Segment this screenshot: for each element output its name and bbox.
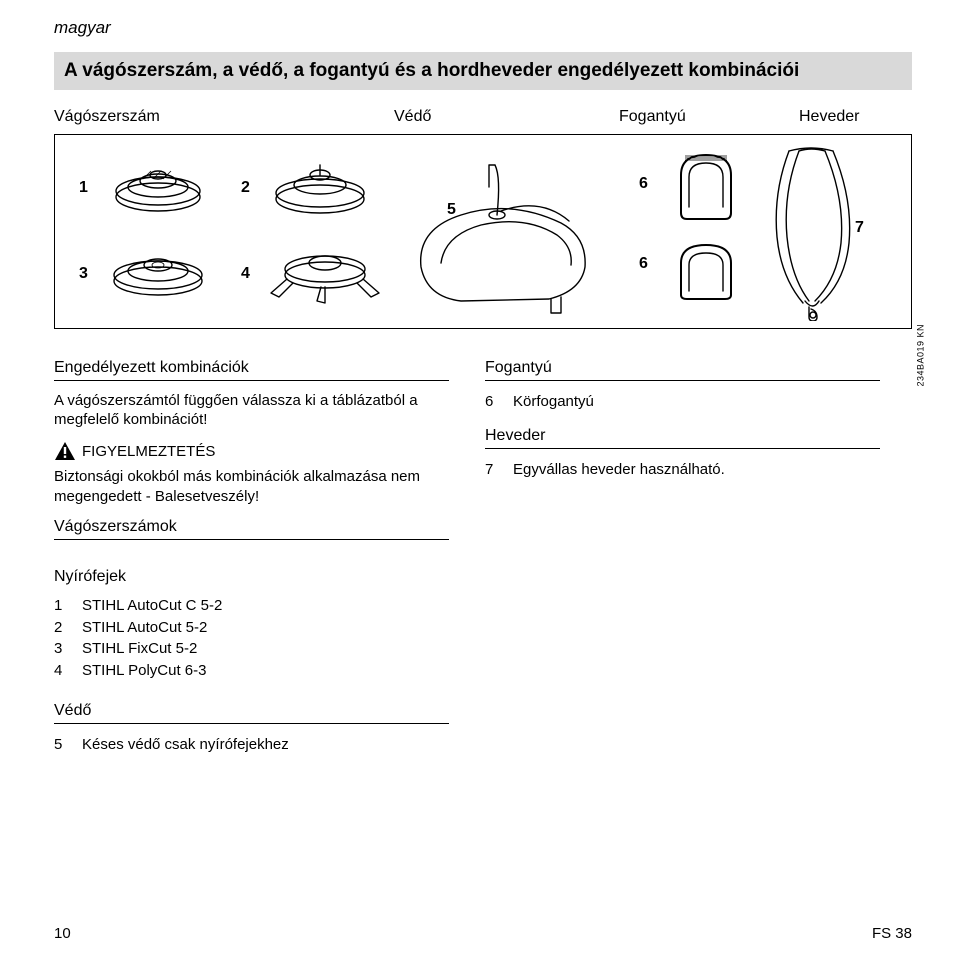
list-item: 1 STIHL AutoCut C 5-2 (54, 595, 449, 617)
combinations-diagram: 1 2 3 4 5 6 6 7 234BA019 KN (54, 134, 912, 329)
illus-shoulder-strap (755, 143, 875, 321)
list-item: 3 STIHL FixCut 5-2 (54, 638, 449, 660)
diagram-code: 234BA019 KN (916, 324, 926, 387)
list-item: 7 Egyvállas heveder használható. (485, 459, 880, 481)
illus-guard (401, 159, 601, 319)
page-footer: 10 FS 38 (54, 925, 912, 942)
language-label: magyar (54, 18, 912, 38)
diagram-label-4: 4 (241, 265, 250, 283)
item-text: STIHL AutoCut C 5-2 (82, 595, 222, 617)
list-item: 2 STIHL AutoCut 5-2 (54, 617, 449, 639)
section-title: A vágószerszám, a védő, a fogantyú és a … (54, 52, 912, 90)
illus-head-1 (103, 157, 213, 217)
item-num: 3 (54, 638, 68, 660)
list-item: 6 Körfogantyú (485, 391, 880, 413)
item-text: STIHL FixCut 5-2 (82, 638, 197, 660)
item-text: STIHL AutoCut 5-2 (82, 617, 207, 639)
heading-approved-combos: Engedélyezett kombinációk (54, 359, 449, 381)
warning-label: FIGYELMEZTETÉS (82, 443, 215, 460)
heading-strap: Heveder (485, 427, 880, 449)
warning-icon (54, 441, 76, 461)
illus-head-4 (265, 239, 385, 309)
item-text: Egyvállas heveder használható. (513, 459, 725, 481)
column-headers: Vágószerszám Védő Fogantyú Heveder (54, 108, 912, 126)
heading-mowing-heads: Nyírófejek (54, 568, 449, 589)
item-text: Körfogantyú (513, 391, 594, 413)
diagram-label-1: 1 (79, 179, 88, 197)
column-right: Fogantyú 6 Körfogantyú Heveder 7 Egyvállas… (485, 359, 880, 756)
diagram-label-6b: 6 (639, 255, 648, 273)
item-num: 5 (54, 734, 68, 756)
model-label: FS 38 (872, 925, 912, 942)
item-num: 6 (485, 391, 499, 413)
page-number: 10 (54, 925, 71, 942)
page: magyar A vágószerszám, a védő, a foganty… (0, 0, 960, 960)
col-header-guard: Védő (394, 108, 619, 126)
item-text: STIHL PolyCut 6-3 (82, 660, 207, 682)
body-columns: Engedélyezett kombinációk A vágószerszám… (54, 359, 912, 756)
heading-handle: Fogantyú (485, 359, 880, 381)
warning-text-b: Balesetveszély! (155, 488, 259, 505)
para-warning-text: Biztonsági okokból más kombinációk alkal… (54, 467, 449, 505)
illus-head-3 (103, 243, 213, 303)
heading-guard: Védő (54, 702, 449, 724)
heading-tools: Vágószerszámok (54, 518, 449, 540)
item-num: 1 (54, 595, 68, 617)
diagram-label-3: 3 (79, 265, 88, 283)
diagram-label-6a: 6 (639, 175, 648, 193)
col-header-strap: Heveder (799, 108, 859, 126)
item-text: Késes védő csak nyírófejekhez (82, 734, 289, 756)
illus-loop-handle-top (661, 145, 751, 223)
list-item: 4 STIHL PolyCut 6-3 (54, 660, 449, 682)
warning-row: FIGYELMEZTETÉS (54, 441, 449, 461)
item-num: 4 (54, 660, 68, 682)
para-select: A vágószerszámtól függően válassza ki a … (54, 391, 449, 429)
col-header-tool: Vágószerszám (54, 108, 394, 126)
item-num: 2 (54, 617, 68, 639)
diagram-label-2: 2 (241, 179, 250, 197)
column-left: Engedélyezett kombinációk A vágószerszám… (54, 359, 449, 756)
list-item: 5 Késes védő csak nyírófejekhez (54, 734, 449, 756)
illus-loop-handle-bottom (665, 237, 747, 303)
item-num: 7 (485, 459, 499, 481)
illus-head-2 (265, 157, 375, 217)
col-header-handle: Fogantyú (619, 108, 799, 126)
